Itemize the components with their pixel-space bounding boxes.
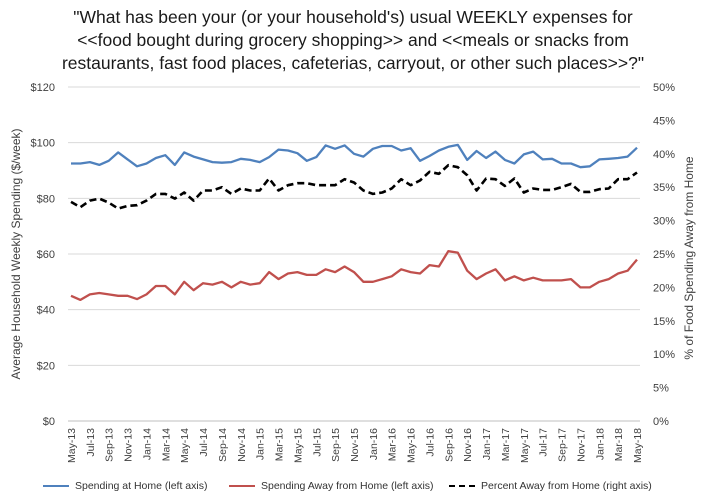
- x-tick-label: Nov-13: [123, 428, 135, 462]
- x-tick-label: Nov-17: [575, 428, 587, 462]
- legend-label-away: Spending Away from Home (left axis): [261, 480, 434, 492]
- right-tick-label: 25%: [653, 249, 675, 261]
- chart-title-line-3: restaurants, fast food places, cafeteria…: [61, 53, 645, 73]
- series-line-1: [70, 250, 638, 302]
- right-axis-title: % of Food Spending Away from Home: [682, 156, 696, 360]
- x-tick-label: Jul-16: [424, 428, 436, 457]
- left-tick-label: $40: [37, 305, 55, 317]
- left-tick-label: $120: [31, 82, 55, 94]
- x-tick-label: Jul-14: [198, 428, 210, 457]
- x-tick-label: May-18: [632, 428, 644, 463]
- legend-label-percent: Percent Away from Home (right axis): [481, 480, 652, 492]
- x-tick-label: Jan-15: [255, 428, 267, 460]
- chart-title-line-2: <<food bought during grocery shopping>> …: [77, 30, 629, 50]
- right-tick-label: 0%: [653, 416, 669, 428]
- right-tick-label: 50%: [653, 82, 675, 94]
- x-tick-label: Mar-16: [387, 428, 399, 461]
- legend-swatch-away: [229, 485, 255, 487]
- right-tick-label: 35%: [653, 182, 675, 194]
- x-tick-label: Mar-14: [160, 428, 172, 461]
- x-tick-label: Sep-15: [330, 428, 342, 462]
- x-tick-label: Jan-16: [368, 428, 380, 460]
- x-tick-label: Jan-14: [141, 428, 153, 460]
- right-tick-label: 5%: [653, 383, 669, 395]
- legend-item-away: Spending Away from Home (left axis): [229, 480, 434, 492]
- series-lines: [70, 143, 638, 302]
- x-tick-label: Sep-16: [443, 428, 455, 462]
- left-tick-label: $100: [31, 138, 55, 150]
- series-line-0: [71, 143, 638, 169]
- legend-item-home: Spending at Home (left axis): [43, 480, 207, 492]
- right-tick-label: 10%: [653, 349, 675, 361]
- legend-swatch-home: [43, 485, 69, 487]
- right-axis-ticks: 0% 5% 10% 15% 20% 25% 30% 35% 40% 45% 50%: [653, 82, 675, 428]
- x-tick-label: Sep-17: [557, 428, 569, 462]
- x-tick-label: May-16: [406, 428, 418, 463]
- x-axis-ticks: May-13 Jul-13 Sep-13 Nov-13 Jan-14 Mar-14 May-…: [66, 428, 644, 463]
- series-line-2: [70, 163, 638, 210]
- x-tick-label: Jan-18: [594, 428, 606, 460]
- x-tick-label: Sep-13: [104, 428, 116, 462]
- x-tick-label: May-15: [292, 428, 304, 463]
- x-tick-label: May-17: [519, 428, 531, 463]
- left-axis-title: Average Household Weekly Spending ($/wee…: [9, 128, 23, 379]
- x-tick-label: Jan-17: [481, 428, 493, 460]
- x-tick-label: May-13: [66, 428, 78, 463]
- legend-label-home: Spending at Home (left axis): [75, 480, 208, 492]
- x-tick-label: May-14: [179, 428, 191, 463]
- left-tick-label: $60: [37, 249, 55, 261]
- chart-title-line-1: "What has been your (or your household's…: [73, 7, 633, 27]
- gridlines: [68, 86, 640, 366]
- x-tick-label: Nov-15: [349, 428, 361, 462]
- line-chart: $0 $20 $40 $60 $80 $100 $120 0% 5% 10% 15% 20% 25% 3…: [9, 82, 696, 463]
- left-tick-label: $20: [37, 360, 55, 372]
- x-tick-label: Nov-16: [462, 428, 474, 462]
- x-tick-label: Mar-17: [500, 428, 512, 461]
- x-tick-label: Jul-15: [311, 428, 323, 457]
- right-tick-label: 30%: [653, 216, 675, 228]
- x-tick-label: Nov-14: [236, 428, 248, 462]
- right-tick-label: 45%: [653, 115, 675, 127]
- x-tick-label: Mar-18: [613, 428, 625, 461]
- right-tick-label: 40%: [653, 149, 675, 161]
- legend-swatch-percent: [449, 485, 475, 487]
- chart-title: "What has been your (or your household's…: [0, 6, 706, 75]
- x-tick-label: Sep-14: [217, 428, 229, 462]
- legend-item-percent: Percent Away from Home (right axis): [449, 480, 652, 492]
- left-tick-label: $80: [37, 193, 55, 205]
- left-axis-ticks: $0 $20 $40 $60 $80 $100 $120: [31, 82, 55, 428]
- left-tick-label: $0: [43, 416, 55, 428]
- right-tick-label: 15%: [653, 316, 675, 328]
- legend: Spending at Home (left axis) Spending Aw…: [0, 480, 706, 496]
- right-tick-label: 20%: [653, 282, 675, 294]
- x-tick-label: Jul-17: [538, 428, 550, 457]
- x-tick-label: Jul-13: [85, 428, 97, 457]
- x-tick-label: Mar-15: [274, 428, 286, 461]
